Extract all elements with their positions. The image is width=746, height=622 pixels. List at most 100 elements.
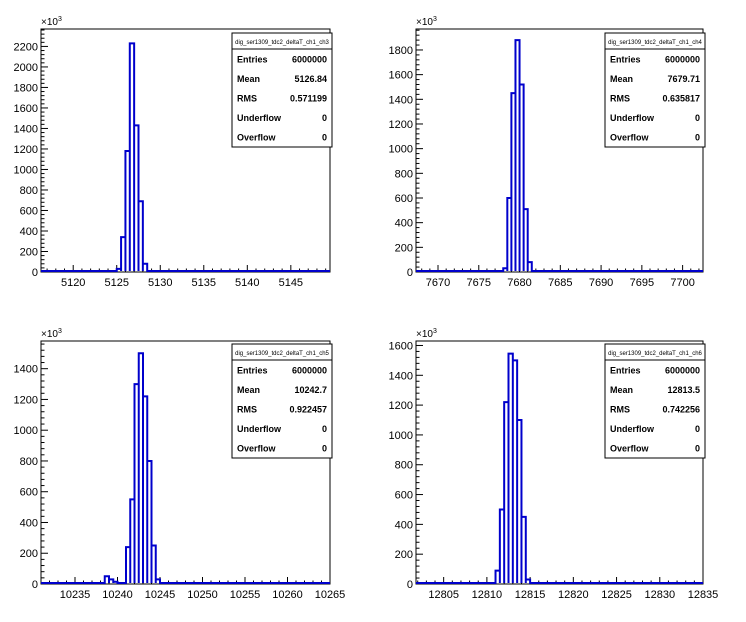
- stats-label: Underflow: [610, 424, 655, 434]
- y-tick-label: 200: [20, 246, 38, 258]
- y-tick-label: 1200: [389, 119, 413, 131]
- y-tick-label: 1800: [389, 45, 413, 57]
- stats-label: Entries: [610, 365, 641, 375]
- x-tick-label: 10260: [272, 589, 303, 601]
- y-tick-label: 0: [407, 267, 413, 279]
- x-tick-label: 12820: [558, 589, 589, 601]
- y-exponent-label: ×103: [416, 16, 437, 28]
- x-tick-label: 7680: [507, 277, 531, 289]
- stats-label: Underflow: [237, 424, 282, 434]
- stats-value: 10242.7: [294, 385, 327, 395]
- x-tick-label: 12815: [515, 589, 546, 601]
- stats-label: RMS: [237, 94, 257, 104]
- stats-value: 5126.84: [294, 74, 327, 84]
- stats-label: Mean: [237, 385, 260, 395]
- stats-label: Overflow: [237, 133, 277, 143]
- stats-value: 0: [322, 424, 327, 434]
- stats-value: 12813.5: [667, 385, 700, 395]
- y-tick-label: 2000: [14, 62, 38, 74]
- stats-value: 0.571199: [290, 94, 327, 104]
- stats-value: 0.742256: [662, 405, 700, 415]
- stats-box: dig_ser1309_tdc2_deltaT_ch1_ch6 Entries 60…: [604, 343, 706, 459]
- x-tick-label: 10235: [60, 589, 91, 601]
- y-exponent-label: ×103: [41, 328, 62, 340]
- y-tick-label: 600: [395, 193, 413, 205]
- stats-label: Mean: [610, 385, 633, 395]
- y-tick-label: 200: [395, 549, 413, 561]
- x-tick-label: 12810: [472, 589, 503, 601]
- stats-label: Overflow: [237, 444, 277, 454]
- histogram-panel: 10235 10240 10245 10250 10255 10260 10265 0 200 4…: [14, 328, 346, 601]
- stats-label: Mean: [610, 74, 633, 84]
- x-tick-label: 7670: [426, 277, 450, 289]
- stats-title: dig_ser1309_tdc2_deltaT_ch1_ch6: [608, 351, 702, 357]
- y-tick-label: 1600: [389, 70, 413, 82]
- x-tick-label: 7690: [589, 277, 613, 289]
- y-tick-label: 400: [395, 519, 413, 531]
- y-tick-label: 800: [395, 460, 413, 472]
- stats-value: 0.635817: [662, 94, 700, 104]
- y-tick-label: 1000: [389, 144, 413, 156]
- x-tick-label: 5125: [104, 277, 128, 289]
- y-tick-label: 1600: [14, 103, 38, 115]
- stats-value: 0: [322, 133, 327, 143]
- y-tick-label: 400: [20, 517, 38, 529]
- x-tick-label: 10240: [102, 589, 133, 601]
- stats-label: RMS: [610, 405, 630, 415]
- y-tick-label: 800: [395, 168, 413, 180]
- histogram-panel: 12805 12810 12815 12820 12825 12830 12835 0 200 4…: [389, 328, 719, 601]
- stats-value: 0: [322, 113, 327, 123]
- stats-box: dig_ser1309_tdc2_deltaT_ch1_ch5 Entries 60…: [231, 343, 333, 459]
- y-tick-label: 0: [407, 579, 413, 591]
- stats-title: dig_ser1309_tdc2_deltaT_ch1_ch5: [235, 351, 329, 357]
- stats-value: 6000000: [292, 365, 327, 375]
- stats-value: 7679.71: [667, 74, 700, 84]
- histogram-line: [416, 352, 703, 584]
- y-tick-label: 1000: [14, 425, 38, 437]
- y-tick-label: 1000: [14, 164, 38, 176]
- y-tick-label: 200: [395, 242, 413, 254]
- x-tick-label: 12825: [601, 589, 632, 601]
- stats-value: 0: [695, 113, 700, 123]
- y-tick-label: 1400: [14, 123, 38, 135]
- x-tick-label: 7700: [670, 277, 694, 289]
- stats-title: dig_ser1309_tdc2_deltaT_ch1_ch4: [608, 40, 702, 46]
- y-tick-label: 1200: [14, 144, 38, 156]
- x-tick-label: 5145: [279, 277, 303, 289]
- stats-value: 0.922457: [289, 405, 327, 415]
- stats-value: 0: [695, 424, 700, 434]
- y-tick-label: 1400: [389, 370, 413, 382]
- y-exponent-label: ×103: [41, 16, 62, 28]
- stats-value: 6000000: [665, 54, 700, 64]
- stats-value: 0: [695, 444, 700, 454]
- y-tick-label: 600: [20, 205, 38, 217]
- y-tick-label: 2200: [14, 41, 38, 53]
- stats-label: Entries: [237, 54, 268, 64]
- stats-label: Entries: [237, 365, 268, 375]
- x-tick-label: 10250: [187, 589, 218, 601]
- x-tick-label: 10245: [145, 589, 176, 601]
- x-tick-label: 12805: [428, 589, 459, 601]
- stats-box-frame: [604, 32, 706, 148]
- stats-label: Mean: [237, 74, 260, 84]
- stats-title: dig_ser1309_tdc2_deltaT_ch1_ch3: [235, 40, 329, 46]
- x-tick-label: 10265: [315, 589, 346, 601]
- y-tick-label: 0: [32, 267, 38, 279]
- histogram-line: [41, 352, 330, 584]
- y-tick-label: 0: [32, 579, 38, 591]
- stats-label: RMS: [237, 405, 257, 415]
- y-tick-label: 400: [395, 218, 413, 230]
- y-tick-label: 400: [20, 226, 38, 238]
- stats-label: Underflow: [610, 113, 655, 123]
- stats-box-frame: [604, 343, 706, 459]
- x-tick-label: 7675: [467, 277, 491, 289]
- y-tick-label: 800: [20, 185, 38, 197]
- y-tick-label: 800: [20, 456, 38, 468]
- x-tick-label: 7685: [548, 277, 572, 289]
- y-tick-label: 200: [20, 548, 38, 560]
- stats-value: 0: [322, 444, 327, 454]
- x-tick-label: 5135: [192, 277, 216, 289]
- stats-box-frame: [231, 343, 333, 459]
- histogram-line: [41, 42, 330, 272]
- y-tick-label: 600: [395, 490, 413, 502]
